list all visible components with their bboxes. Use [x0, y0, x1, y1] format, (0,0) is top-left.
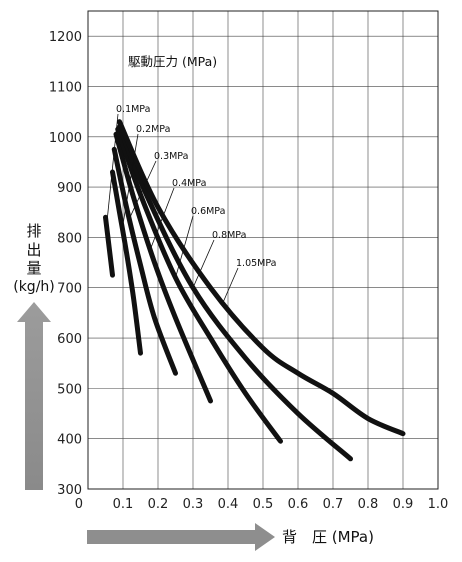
y-tick-label: 800	[57, 231, 82, 246]
plot-frame	[87, 10, 439, 490]
series-leader-0.8MPa	[192, 239, 215, 288]
series-label-0.8MPa: 0.8MPa	[212, 230, 246, 241]
y-tick-label: 1100	[49, 80, 82, 95]
legend-title: 駆動圧力 (MPa)	[128, 54, 217, 69]
y-tick-label: 1000	[49, 131, 82, 146]
series-leader-1.05MPa	[222, 267, 239, 303]
x-tick-label: 0.2	[148, 497, 169, 512]
x-tick-label: 0.6	[288, 497, 309, 512]
series-label-0.3MPa: 0.3MPa	[154, 151, 188, 162]
series-line-0.2MPa	[110, 169, 143, 356]
up-arrow-icon	[17, 302, 51, 490]
x-tick-label: 1.0	[428, 497, 449, 512]
series-labels: 0.1MPa 0.2MPa 0.3MPa 0.4MPa 0.6MPa 0.8MPa 1.05…	[106, 104, 276, 303]
series-line-1.05MPa	[117, 119, 406, 437]
y-label-unit: (kg/h)	[13, 279, 55, 295]
y-label-char-1: 排	[26, 222, 41, 240]
right-arrow-icon	[87, 523, 275, 551]
y-axis-label: 排 出 量 (kg/h)	[13, 222, 55, 295]
series-leader-0.4MPa	[149, 187, 175, 250]
x-axis-label: 背 圧 (MPa)	[282, 528, 374, 546]
series-label-0.6MPa: 0.6MPa	[191, 206, 225, 217]
x-tick-label: 0.8	[358, 497, 379, 512]
series-leader-0.2MPa	[121, 133, 139, 229]
x-tick-label: 0.7	[323, 497, 344, 512]
y-tick-label: 900	[57, 181, 82, 196]
series-line-0.1MPa	[103, 214, 115, 278]
series-line-0.4MPa	[113, 131, 213, 404]
y-label-char-2: 出	[26, 241, 41, 259]
series-leader-0.1MPa	[106, 113, 119, 227]
x-tick-label: 0.1	[113, 497, 134, 512]
y-tick-label: 400	[57, 433, 82, 448]
y-axis-ticks: 300 400 500 600 700 800 900 1000 1100 1200	[49, 30, 82, 498]
series-label-0.4MPa: 0.4MPa	[172, 178, 206, 189]
y-tick-label: 300	[57, 483, 82, 498]
series-label-0.1MPa: 0.1MPa	[116, 104, 150, 115]
y-tick-label: 600	[57, 332, 82, 347]
y-label-char-3: 量	[26, 259, 41, 277]
x-tick-label: 0.4	[218, 497, 239, 512]
y-tick-label: 1200	[49, 30, 82, 45]
series-label-0.2MPa: 0.2MPa	[136, 124, 170, 135]
series-leader-0.3MPa	[128, 160, 157, 219]
x-tick-label: 0.3	[183, 497, 204, 512]
y-tick-label: 700	[57, 282, 82, 297]
curves	[103, 119, 406, 462]
series-leader-0.6MPa	[175, 215, 194, 278]
x-tick-label: 0.5	[253, 497, 274, 512]
series-line-0.3MPa	[111, 146, 178, 376]
series-line-0.8MPa	[117, 124, 353, 462]
x-axis-ticks: 0 0.1 0.2 0.3 0.4 0.5 0.6 0.7 0.8 0.9 1.0	[75, 497, 449, 512]
y-tick-label: 500	[57, 382, 82, 397]
x-tick-label: 0	[75, 497, 83, 512]
series-line-0.6MPa	[115, 126, 283, 444]
series-label-1.05MPa: 1.05MPa	[236, 258, 276, 269]
x-tick-label: 0.9	[393, 497, 414, 512]
